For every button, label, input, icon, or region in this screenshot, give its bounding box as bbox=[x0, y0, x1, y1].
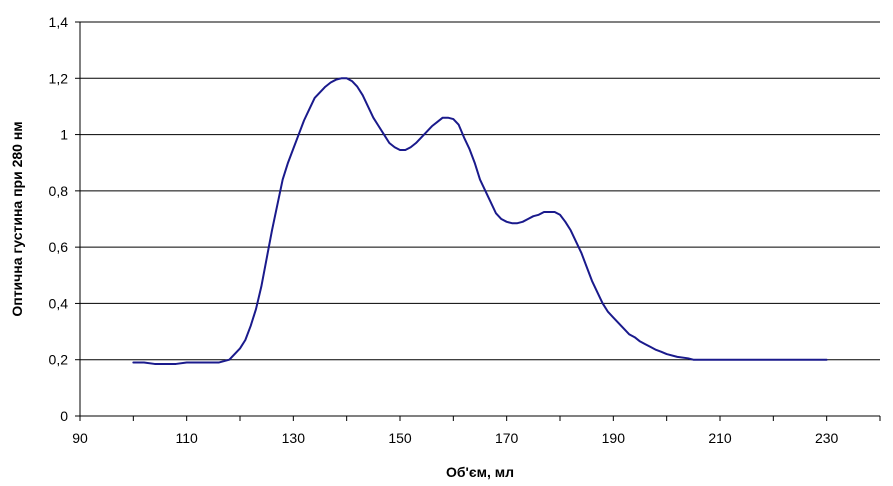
x-tick-label-5: 190 bbox=[602, 430, 626, 446]
x-tick-label-7: 230 bbox=[815, 430, 839, 446]
x-tick-label-4: 170 bbox=[495, 430, 519, 446]
axes bbox=[79, 22, 880, 417]
y-tick-label-2: 0,4 bbox=[49, 295, 69, 311]
gridlines bbox=[80, 21, 880, 361]
x-tick-label-2: 130 bbox=[282, 430, 306, 446]
y-tick-label-7: 1,4 bbox=[49, 14, 69, 30]
y-tick-label-4: 0,8 bbox=[49, 183, 69, 199]
y-tick-label-1: 0,2 bbox=[49, 352, 69, 368]
x-tick-label-3: 150 bbox=[388, 430, 412, 446]
y-tick-label-0: 0 bbox=[60, 408, 68, 424]
y-tick-label-6: 1,2 bbox=[49, 70, 69, 86]
y-tick-label-5: 1 bbox=[60, 127, 68, 143]
x-tick-label-6: 210 bbox=[708, 430, 732, 446]
x-tick-label-0: 90 bbox=[72, 430, 88, 446]
y-tick-label-3: 0,6 bbox=[49, 239, 69, 255]
x-axis-ticks: 90 110 130 150 170 190 210 230 bbox=[72, 416, 881, 446]
series-line-0 bbox=[132, 77, 828, 365]
x-tick-label-1: 110 bbox=[176, 430, 199, 446]
y-axis-title: Оптична густина при 280 нм bbox=[9, 121, 25, 316]
y-axis-ticks: 0 0,2 0,4 0,6 0,8 1 1,2 1,4 bbox=[49, 14, 80, 424]
plot-area bbox=[132, 77, 828, 365]
x-axis-title: Об'єм, мл bbox=[446, 464, 514, 480]
